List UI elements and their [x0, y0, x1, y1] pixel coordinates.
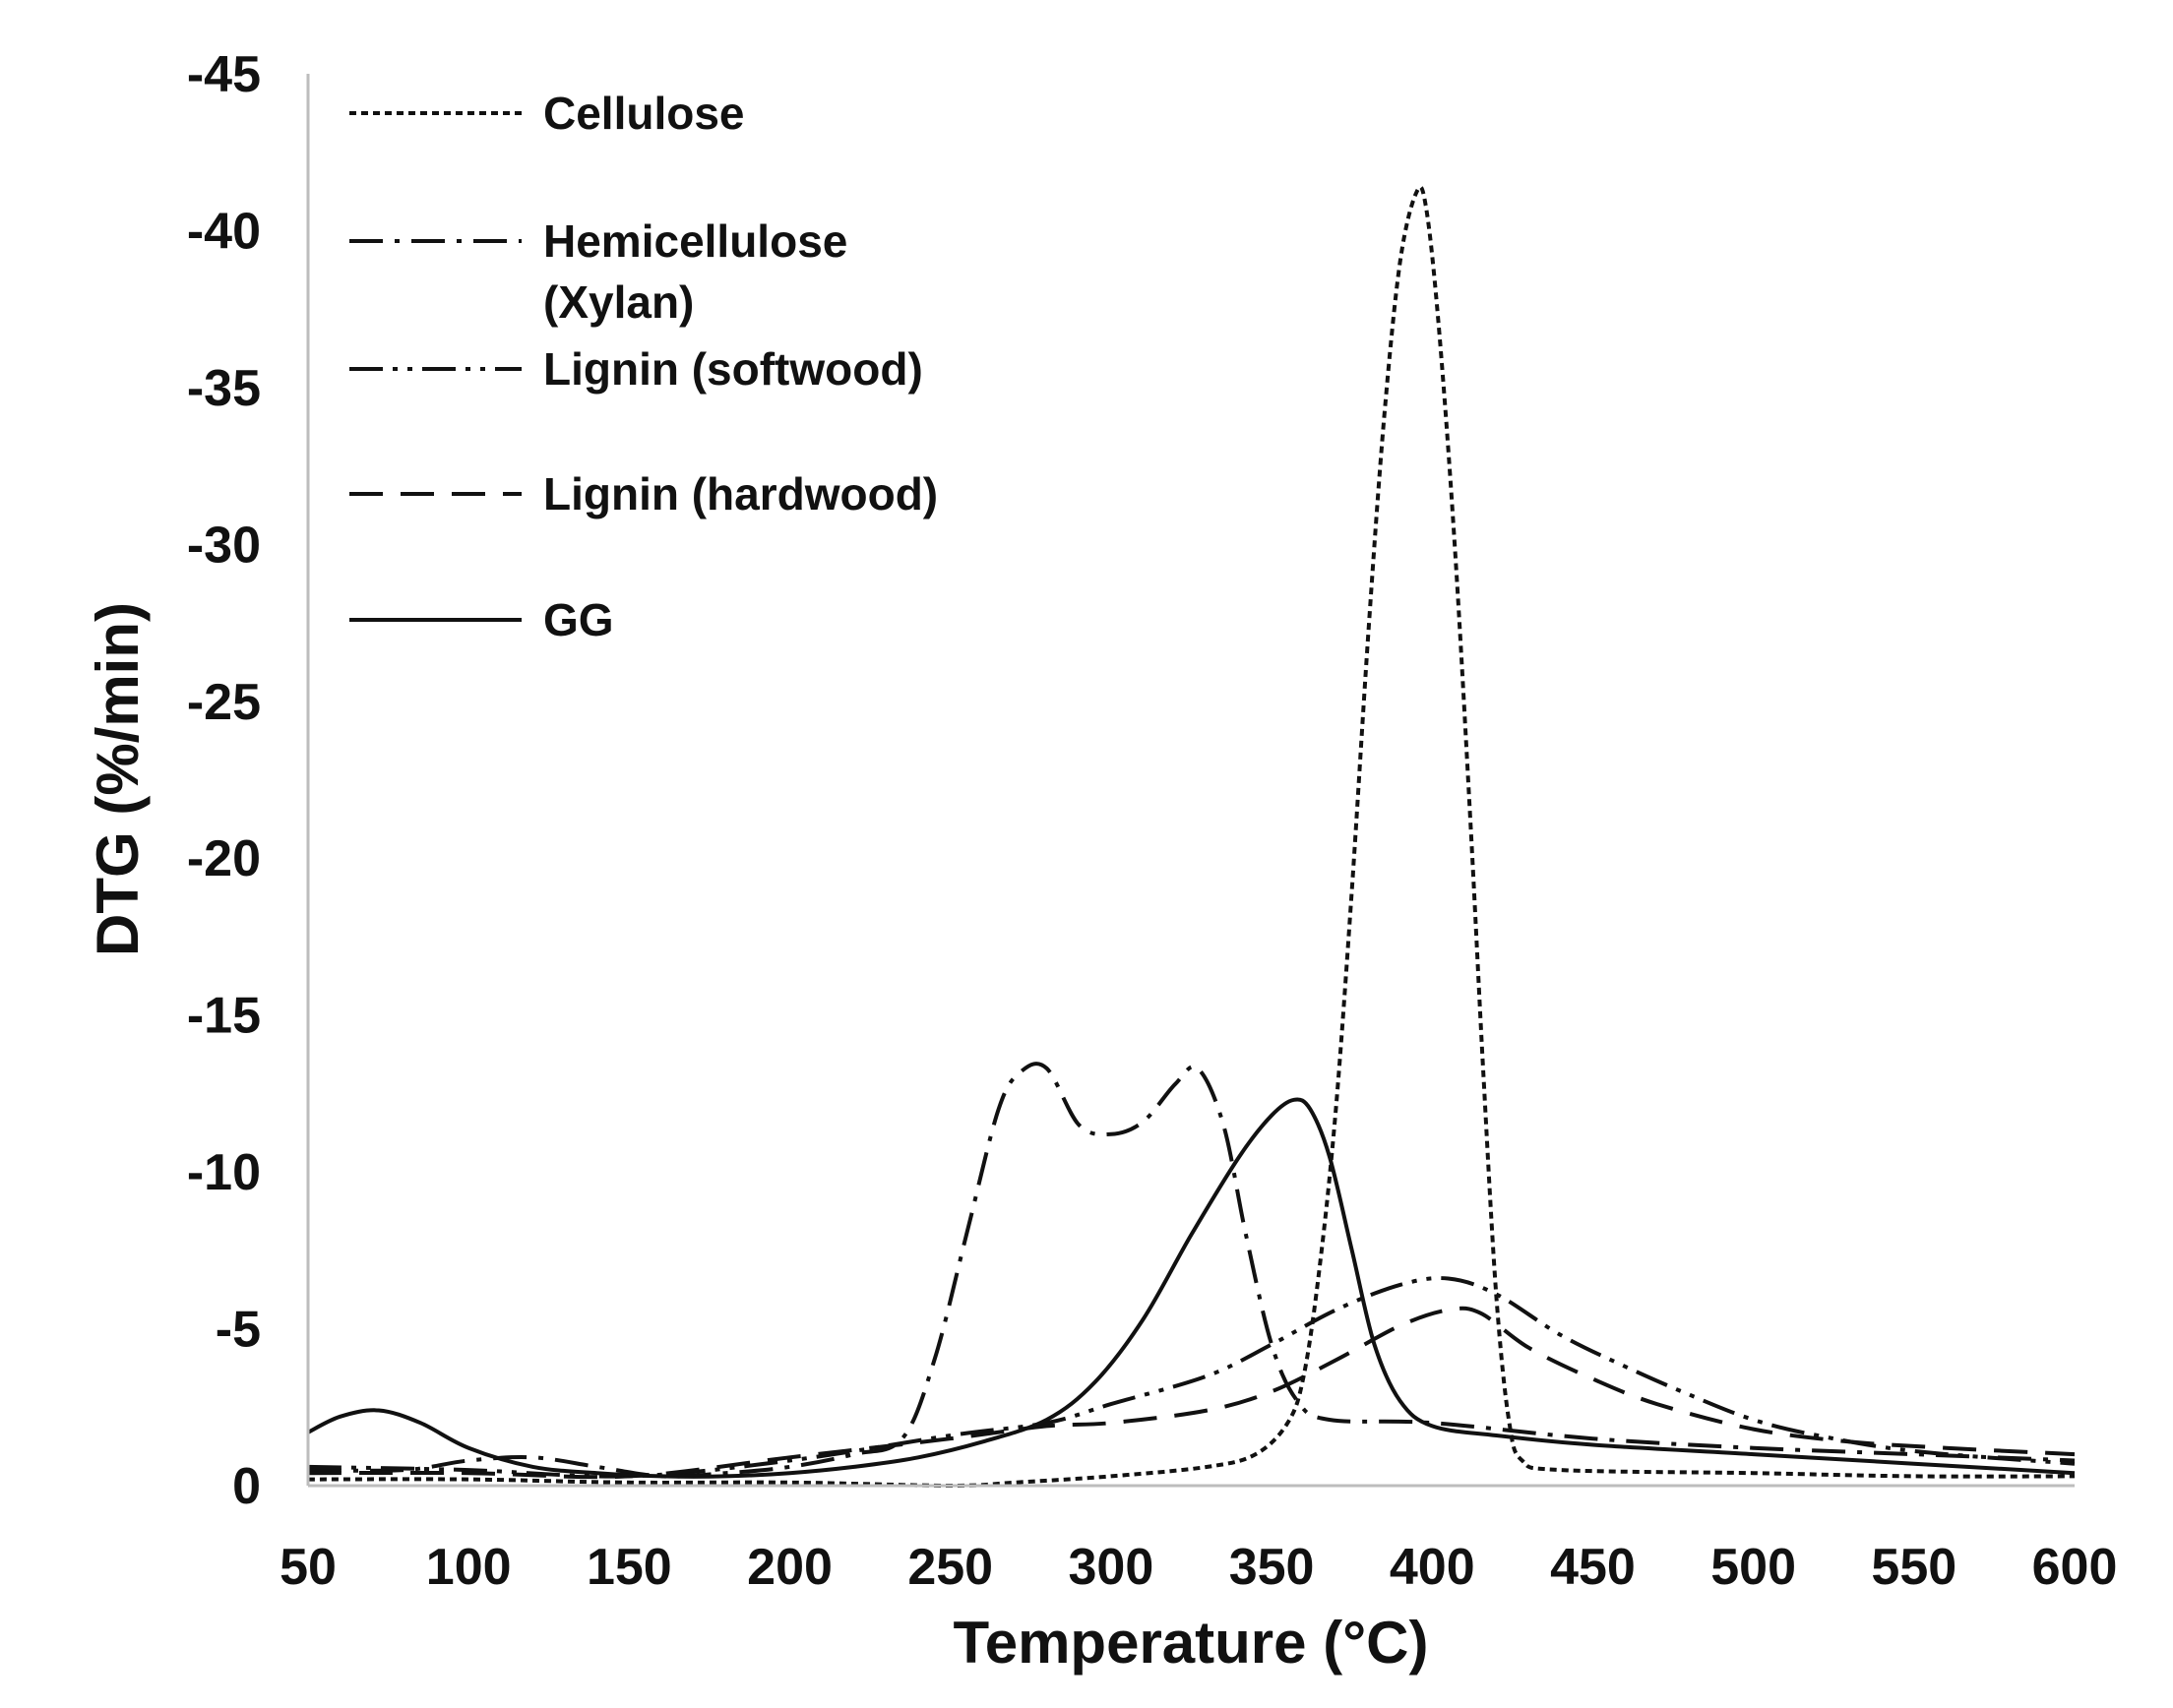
legend-label-cellulose: Cellulose: [543, 88, 745, 139]
series-layer: [307, 185, 2076, 1488]
legend-label-lignin-hardwood: Lignin (hardwood): [543, 468, 938, 519]
x-tick-label: 50: [279, 1539, 337, 1596]
y-tick-label: -10: [187, 1144, 261, 1201]
x-tick-label: 350: [1229, 1539, 1315, 1596]
x-axis-title: Temperature (°C): [954, 1610, 1429, 1676]
legend-label-lignin-softwood: Lignin (softwood): [543, 343, 923, 395]
legend-label-hemicellulose-xylan: Hemicellulose: [543, 215, 847, 267]
x-tick-label: 550: [1871, 1539, 1956, 1596]
x-tick-label: 600: [2032, 1539, 2118, 1596]
x-tick-label: 500: [1710, 1539, 1796, 1596]
legend-label-gg: GG: [543, 594, 614, 645]
x-tick-label: 150: [587, 1539, 672, 1596]
y-tick-label: -35: [187, 360, 261, 417]
x-tick-label: 100: [426, 1539, 512, 1596]
x-tick-label: 400: [1390, 1539, 1475, 1596]
series-line-lignin-softwood: [307, 1276, 2076, 1479]
series-line-gg: [307, 1097, 2076, 1479]
x-tick-label: 300: [1069, 1539, 1154, 1596]
y-tick-label: -25: [187, 674, 261, 731]
tick-layer: 50 100 150 200 250 300 350 400 450 500 550 600 0 -5 -1…: [187, 46, 2118, 1596]
legend-label-hemicellulose-xylan: (Xylan): [543, 276, 694, 328]
y-tick-label: -20: [187, 830, 261, 887]
y-tick-label: -45: [187, 46, 261, 103]
series-line-lignin-hardwood: [307, 1306, 2076, 1480]
x-tick-label: 450: [1550, 1539, 1636, 1596]
y-tick-label: -15: [187, 988, 261, 1045]
x-tick-label: 250: [907, 1539, 993, 1596]
x-tick-label: 200: [747, 1539, 833, 1596]
series-line-cellulose: [307, 185, 2076, 1488]
y-tick-label: -5: [216, 1302, 261, 1359]
y-tick-label: 0: [232, 1458, 261, 1515]
y-tick-label: -30: [187, 517, 261, 574]
y-tick-label: -40: [187, 203, 261, 260]
y-axis-title: DTG (%/min): [85, 602, 151, 956]
legend: Cellulose Hemicellulose (Xylan) Lignin (sof…: [349, 88, 938, 645]
